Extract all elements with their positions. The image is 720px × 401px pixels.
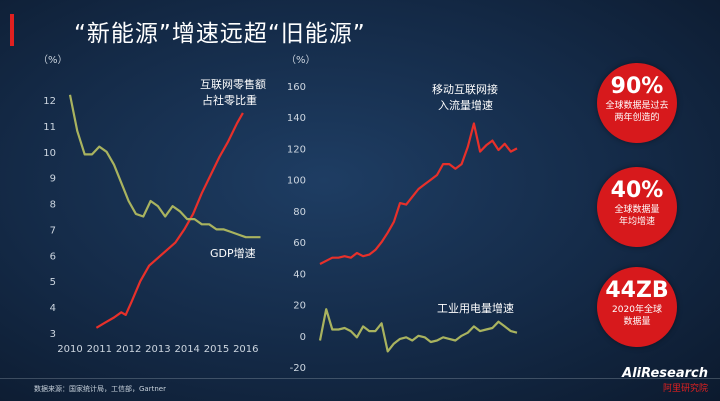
x-tick-label: 2010 <box>57 344 82 355</box>
series-line-red <box>319 122 518 265</box>
x-tick-label: 2014 <box>174 344 199 355</box>
title-accent-bar <box>10 14 14 46</box>
y-tick-label: 100 <box>287 176 306 187</box>
stat-circle-data-created: 90% 全球数据是过去 两年创造的 <box>597 63 677 143</box>
y-tick-label: 9 <box>50 174 56 185</box>
left-red-series-label-1: 互联网零售额 <box>200 77 266 91</box>
stat-desc-line: 数据量 <box>623 317 651 327</box>
y-tick-label: 3 <box>50 329 56 340</box>
aliresearch-logo: AliResearch 阿里研究院 <box>622 366 708 394</box>
y-tick-label: 10 <box>43 148 56 159</box>
x-tick-label: 2011 <box>87 344 112 355</box>
stat-desc-line: 全球数据量 <box>614 205 660 215</box>
stat-desc-line: 年均增速 <box>618 217 655 227</box>
right-chart-series <box>318 122 518 353</box>
left-chart-x-ticks: 2010 2011 2012 2013 2014 2015 2016 <box>57 344 258 355</box>
y-tick-label: 7 <box>50 225 56 236</box>
y-tick-label: 20 <box>293 301 306 312</box>
right-chart-unit-label: （%） <box>286 54 316 66</box>
y-tick-label: 140 <box>287 113 306 124</box>
y-tick-label: 80 <box>293 207 306 218</box>
y-tick-label: 5 <box>50 277 56 288</box>
stat-circle-data-volume: 44ZB 2020年全球 数据量 <box>597 267 677 347</box>
y-tick-label: 8 <box>50 200 56 211</box>
series-line-green <box>318 308 518 353</box>
x-tick-label: 2016 <box>233 344 258 355</box>
page-title: “新能源”增速远超“旧能源” <box>74 21 366 47</box>
footer-divider <box>0 378 720 379</box>
y-tick-label: 120 <box>287 144 306 155</box>
y-tick-label: -20 <box>290 363 306 374</box>
data-source-note: 数据来源：国家统计局，工信部，Gartner <box>34 385 166 393</box>
x-tick-label: 2015 <box>204 344 229 355</box>
stat-circle-growth-rate: 40% 全球数据量 年均增速 <box>597 167 677 247</box>
y-tick-label: 60 <box>293 238 306 249</box>
right-red-series-label-2: 入流量增速 <box>438 98 493 112</box>
y-tick-label: 160 <box>287 82 306 93</box>
left-green-series-label: GDP增速 <box>210 246 256 260</box>
right-red-series-label-1: 移动互联网接 <box>432 83 498 96</box>
y-tick-label: 0 <box>300 332 306 343</box>
series-line-red <box>95 112 244 329</box>
stat-value: 90% <box>610 74 664 99</box>
y-tick-label: 6 <box>50 251 56 262</box>
stat-desc-line: 2020年全球 <box>612 305 662 315</box>
y-tick-label: 11 <box>43 122 56 133</box>
y-tick-label: 40 <box>293 269 306 280</box>
stat-value: 40% <box>610 178 664 203</box>
logo-text-cn: 阿里研究院 <box>662 384 708 394</box>
right-chart-y-ticks: -20 0 20 40 60 80 100 120 140 160 <box>287 82 306 374</box>
series-line-green <box>68 94 261 239</box>
stat-desc-line: 全球数据是过去 <box>605 101 669 111</box>
y-tick-label: 4 <box>50 303 56 314</box>
left-red-series-label-2: 占社零比重 <box>202 93 257 107</box>
stat-value: 44ZB <box>605 278 669 303</box>
y-tick-label: 12 <box>43 96 56 107</box>
stat-desc-line: 两年创造的 <box>614 113 660 123</box>
left-chart-series <box>68 94 261 329</box>
x-tick-label: 2013 <box>145 344 170 355</box>
right-green-series-label: 工业用电量增速 <box>437 301 514 315</box>
left-chart-unit-label: （%） <box>38 54 68 66</box>
left-chart-y-ticks: 3 4 5 6 7 8 9 10 11 12 <box>43 96 56 340</box>
logo-text-en: AliResearch <box>622 366 708 381</box>
x-tick-label: 2012 <box>116 344 141 355</box>
